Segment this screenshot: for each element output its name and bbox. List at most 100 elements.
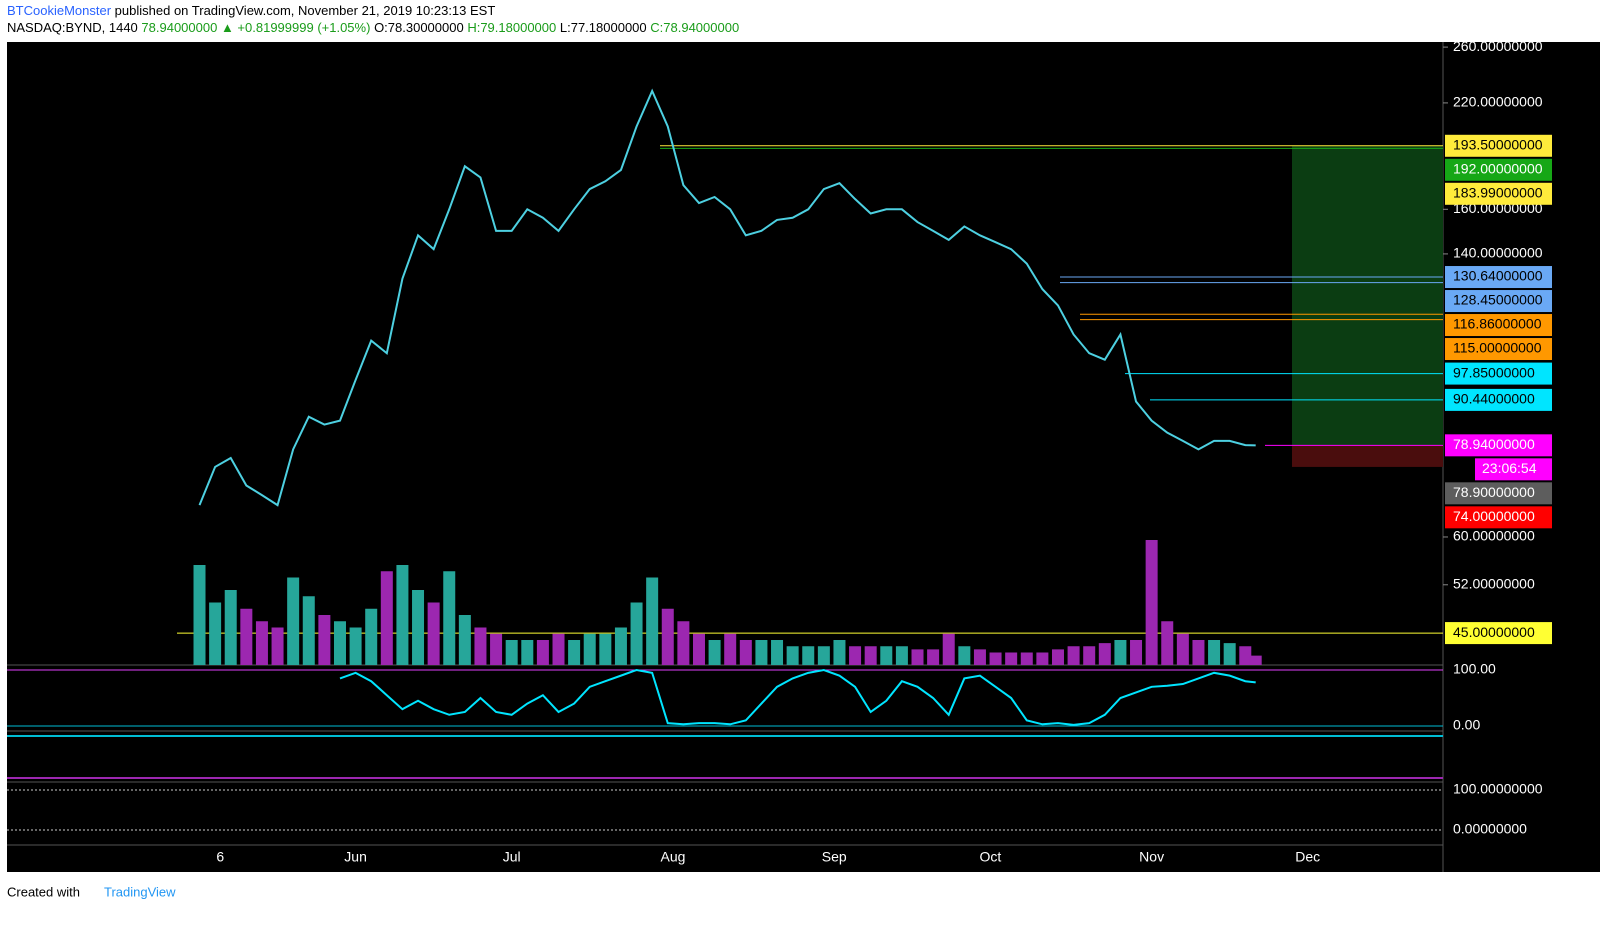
- volume-bar: [911, 649, 924, 665]
- countdown-label-bg: [1475, 458, 1552, 481]
- volume-bar: [583, 633, 596, 665]
- volume-bar: [755, 640, 768, 665]
- y-tick-label: 100.00: [1453, 661, 1496, 677]
- volume-bar: [396, 565, 409, 665]
- volume-bar: [443, 571, 456, 665]
- volume-bar: [458, 615, 471, 665]
- volume-bar: [786, 646, 799, 665]
- volume-bar: [864, 646, 877, 665]
- volume-bar: [771, 640, 784, 665]
- volume-bar: [490, 633, 503, 665]
- level-label: 97.85000000: [1453, 364, 1535, 380]
- level-label: 115.00000000: [1453, 340, 1542, 356]
- volume-bar: [1208, 640, 1221, 665]
- level-label: 183.99000000: [1453, 184, 1543, 200]
- y-tick-label: 52.00000000: [1453, 575, 1535, 591]
- y-tick-label: 100.00000000: [1453, 781, 1543, 797]
- volume-bar: [536, 640, 549, 665]
- x-tick-label: Oct: [979, 849, 1001, 865]
- header-line: BTCookieMonster published on TradingView…: [7, 3, 495, 18]
- volume-bar: [427, 602, 440, 665]
- volume-bar: [1067, 646, 1080, 665]
- volume-bar: [880, 646, 893, 665]
- volume-bar: [380, 571, 393, 665]
- volume-bar: [630, 602, 643, 665]
- x-tick-label: Aug: [661, 849, 686, 865]
- volume-bar: [1020, 652, 1033, 665]
- volume-bar: [614, 627, 627, 665]
- change: ▲ +0.81999999 (+1.05%): [221, 20, 370, 35]
- y-tick-label: 0.00000000: [1453, 821, 1527, 837]
- volume-bar: [474, 627, 487, 665]
- x-tick-label: 6: [216, 849, 224, 865]
- volume-bar: [599, 633, 612, 665]
- x-tick-label: Jun: [344, 849, 367, 865]
- stop-zone: [1292, 445, 1443, 467]
- level-label-bg: [1445, 506, 1552, 529]
- symbol-line: NASDAQ:BYND, 1440 78.94000000 ▲ +0.81999…: [7, 20, 739, 35]
- volume-bar: [412, 590, 425, 665]
- x-tick-label: Nov: [1139, 849, 1164, 865]
- volume-bar: [724, 633, 737, 665]
- volume-bar: [1176, 633, 1189, 665]
- level-label-bg: [1445, 134, 1552, 157]
- volume-bar: [1005, 652, 1018, 665]
- level-label-bg: [1445, 434, 1552, 457]
- level-label-bg: [1445, 314, 1552, 337]
- level-label: 128.45000000: [1453, 292, 1543, 308]
- volume-bar: [1051, 649, 1064, 665]
- volume-bar: [1098, 643, 1111, 665]
- volume-bar: [1036, 652, 1049, 665]
- volume-bar: [1114, 640, 1127, 665]
- volume-bar: [849, 646, 862, 665]
- level-label: 45.00000000: [1453, 624, 1535, 640]
- volume-bar: [817, 646, 830, 665]
- low: L:77.18000000: [560, 20, 647, 35]
- symbol: NASDAQ:BYND, 1440: [7, 20, 138, 35]
- y-tick-label: 60.00000000: [1453, 528, 1535, 544]
- volume-bar: [349, 627, 362, 665]
- volume-bar: [942, 633, 955, 665]
- volume-bar: [287, 577, 300, 665]
- volume-bar: [271, 627, 284, 665]
- volume-bar: [927, 649, 940, 665]
- volume-bar: [1130, 640, 1143, 665]
- x-tick-label: Jul: [503, 849, 521, 865]
- volume-bar: [1223, 643, 1236, 665]
- volume-bar: [833, 640, 846, 665]
- footer-brand: TradingView: [104, 884, 176, 899]
- level-label-bg: [1445, 482, 1552, 505]
- volume-bar: [708, 640, 721, 665]
- volume-bar: [302, 596, 315, 665]
- y-tick-label: 0.00: [1453, 717, 1480, 733]
- close: C:78.94000000: [650, 20, 739, 35]
- author: BTCookieMonster: [7, 3, 112, 18]
- volume-bar: [521, 640, 534, 665]
- stoch-line: [339, 669, 1256, 726]
- y-tick-label: 260.00000000: [1453, 38, 1543, 54]
- level-label: 192.00000000: [1453, 160, 1543, 176]
- level-label-bg: [1445, 362, 1552, 385]
- volume-bar: [1239, 646, 1252, 665]
- level-label-bg: [1445, 182, 1552, 205]
- volume-bar: [255, 621, 268, 665]
- volume-bar: [973, 649, 986, 665]
- x-tick-label: Sep: [822, 849, 847, 865]
- y-tick-label: 140.00000000: [1453, 245, 1543, 261]
- volume-bar: [692, 633, 705, 665]
- level-label: 78.94000000: [1453, 436, 1535, 452]
- volume-bar: [646, 577, 659, 665]
- volume-bar: [365, 608, 378, 665]
- countdown-label: 23:06:54: [1482, 460, 1537, 476]
- volume-bar: [224, 590, 237, 665]
- volume-bar: [505, 640, 518, 665]
- volume-bar: [1249, 655, 1262, 665]
- footer-created: Created with: [7, 884, 80, 899]
- volume-bar: [1192, 640, 1205, 665]
- level-label-bg: [1445, 388, 1552, 411]
- price-line: [198, 88, 1256, 507]
- volume-bar: [193, 565, 206, 665]
- volume-bar: [209, 602, 222, 665]
- volume-bar: [318, 615, 331, 665]
